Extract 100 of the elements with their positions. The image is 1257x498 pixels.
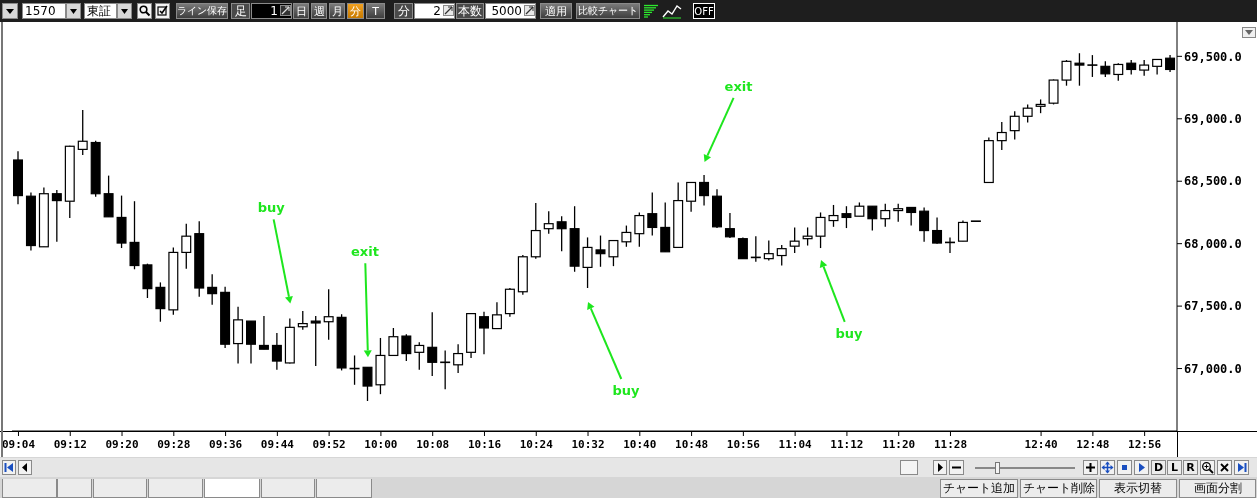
annotation: buy	[257, 200, 286, 216]
candlestick	[401, 333, 412, 362]
button: 週	[311, 3, 327, 19]
annotation: exit	[351, 243, 379, 259]
x-tick-label: 09:36	[209, 438, 243, 451]
y-tick-label: 69,000.0	[1184, 112, 1242, 127]
candlestick	[686, 181, 697, 213]
candlestick	[310, 315, 321, 367]
candlestick	[323, 288, 334, 341]
candlestick	[233, 306, 244, 365]
candlestick	[77, 109, 88, 156]
x-tick-label: 09:20	[105, 438, 139, 451]
x-tick-label: 10:48	[675, 438, 709, 451]
candlestick	[491, 301, 502, 330]
button: 画面分割	[1179, 479, 1256, 498]
x-tick-label: 09:04	[1, 438, 36, 451]
candlestick	[1048, 78, 1059, 106]
button: 適用	[540, 3, 572, 19]
candlestick	[414, 341, 425, 371]
candlestick	[996, 121, 1007, 151]
candlestick	[867, 205, 878, 232]
candlestick	[556, 215, 567, 252]
button: 比較チャート	[576, 3, 640, 19]
candlestick	[893, 203, 904, 223]
y-tick-label: 68,500.0	[1184, 174, 1242, 189]
candlestick	[595, 234, 606, 268]
button: T	[366, 3, 385, 19]
label-box: 足	[231, 3, 250, 19]
candlestick	[699, 174, 710, 207]
x-tick-label: 09:52	[312, 438, 346, 451]
candlestick	[647, 191, 658, 237]
button: L	[1167, 460, 1182, 475]
x-tick-label: 10:16	[467, 438, 502, 451]
candlestick	[621, 224, 632, 248]
candlestick	[724, 212, 735, 239]
button: R	[1183, 460, 1198, 475]
y-tick-label: 68,000.0	[1184, 236, 1242, 251]
x-tick-label: 09:12	[53, 438, 87, 451]
candlestick	[207, 273, 218, 306]
candlestick	[582, 236, 593, 289]
label-box: 本数	[456, 3, 484, 19]
candlestick	[932, 216, 943, 245]
candlestick	[815, 211, 826, 249]
candlestick	[155, 281, 166, 323]
annotation: exit	[724, 79, 753, 95]
candlestick	[737, 236, 748, 260]
x-tick-label: 10:40	[623, 438, 657, 451]
candlestick	[543, 210, 554, 235]
y-tick-label: 67,500.0	[1184, 299, 1242, 314]
candlestick	[427, 311, 438, 377]
button: ライン保存	[176, 3, 228, 19]
candlestick	[919, 206, 930, 243]
candlestick	[1022, 103, 1033, 124]
candlestick	[957, 219, 968, 242]
candlestick	[906, 206, 917, 227]
candlestick	[608, 239, 619, 267]
candlestick	[51, 189, 62, 243]
candlestick	[258, 315, 269, 350]
candlestick	[1087, 54, 1098, 78]
x-tick-label: 10:32	[571, 438, 605, 451]
y-tick-label: 67,000.0	[1184, 361, 1242, 376]
label-box: 分	[394, 3, 413, 19]
candlestick	[142, 263, 153, 299]
x-tick-label: 10:08	[416, 438, 450, 451]
button: チャート追加	[940, 479, 1018, 498]
candlestick	[789, 226, 800, 254]
candlestick	[828, 204, 839, 228]
x-tick-label: 11:04	[778, 438, 813, 451]
candlestick	[181, 223, 192, 270]
button: D	[1151, 460, 1166, 475]
candlestick	[453, 343, 464, 374]
candlestick	[103, 174, 114, 218]
x-tick-label: 09:44	[260, 438, 295, 451]
button: チャート削除	[1020, 479, 1097, 498]
x-tick-label: 10:24	[519, 438, 554, 451]
candlestick	[880, 203, 891, 228]
candlestick	[776, 244, 787, 267]
x-tick-label: 10:00	[364, 438, 398, 451]
candlestick	[297, 310, 308, 331]
button: 月	[329, 3, 345, 19]
candlestick	[129, 200, 140, 270]
x-tick-label: 09:28	[157, 438, 191, 451]
candlestick	[388, 327, 399, 357]
x-tick-label: 11:12	[830, 438, 864, 451]
candlestick	[1061, 59, 1072, 87]
candlestick	[479, 311, 489, 355]
button: 表示切替	[1099, 479, 1177, 498]
candlestick	[763, 239, 774, 262]
x-tick-label: 11:20	[882, 438, 916, 451]
candlestick	[1009, 110, 1020, 141]
button: 日	[293, 3, 309, 19]
annotation: buy	[835, 325, 864, 341]
x-tick-label: 11:28	[933, 438, 968, 451]
annotation: buy	[612, 382, 641, 398]
button: 分	[347, 3, 364, 19]
x-tick-label: 12:56	[1128, 438, 1162, 451]
candlestick	[271, 332, 282, 371]
x-tick-label: 12:40	[1024, 438, 1058, 451]
candlestick	[634, 211, 645, 248]
y-tick-label: 69,500.0	[1184, 49, 1242, 64]
